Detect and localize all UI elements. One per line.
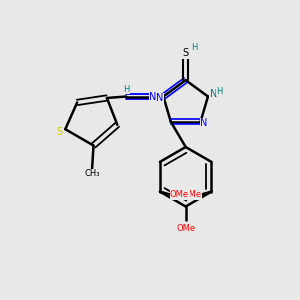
Text: S: S bbox=[183, 48, 189, 59]
Text: N: N bbox=[210, 89, 217, 99]
Text: OMe: OMe bbox=[182, 190, 201, 199]
Text: N: N bbox=[149, 92, 157, 101]
Text: N: N bbox=[200, 118, 208, 128]
Text: H: H bbox=[216, 87, 222, 96]
Text: H: H bbox=[123, 85, 129, 94]
Text: H: H bbox=[191, 43, 198, 52]
Text: S: S bbox=[56, 127, 62, 137]
Text: OMe: OMe bbox=[176, 224, 195, 233]
Text: N: N bbox=[156, 93, 164, 103]
Text: OMe: OMe bbox=[170, 190, 189, 199]
Text: CH₃: CH₃ bbox=[84, 169, 100, 178]
